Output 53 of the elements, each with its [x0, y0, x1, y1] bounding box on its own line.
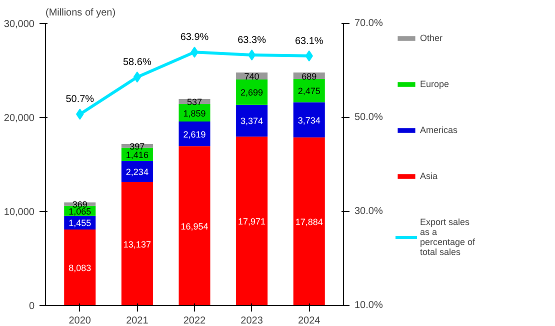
- data-label: 2,699: [240, 88, 264, 98]
- data-label: 2,475: [298, 86, 320, 96]
- legend-label: Americas: [420, 125, 458, 135]
- data-label: 58.6%: [123, 57, 152, 68]
- data-label: 63.9%: [180, 32, 209, 44]
- data-label: 1,416: [126, 150, 148, 160]
- data-label: 13,137: [123, 239, 151, 250]
- data-label: 50.7%: [66, 94, 94, 106]
- y-tick-label: 20,000: [4, 113, 35, 124]
- data-label: 63.3%: [238, 34, 266, 46]
- x-tick-label: 2023: [240, 316, 264, 326]
- x-tick-label: 2024: [298, 316, 321, 326]
- legend-label: Asia: [420, 171, 439, 181]
- bar: [236, 104, 268, 137]
- bar: [178, 146, 210, 306]
- y-axis-title: (Millions of yen): [46, 8, 116, 18]
- data-label: 2,234: [126, 167, 148, 178]
- y-tick-label: 30,000: [4, 19, 35, 30]
- data-label: 63.1%: [294, 36, 324, 47]
- y2-tick-label: 10.0%: [354, 300, 383, 311]
- data-label: 3,734: [298, 115, 320, 126]
- x-tick-label: 2022: [183, 316, 206, 326]
- y2-tick-label: 50.0%: [354, 112, 383, 123]
- bar: [293, 137, 325, 306]
- data-label: 689: [302, 71, 317, 82]
- y-tick-label: 10,000: [4, 207, 35, 218]
- bar: [293, 79, 325, 102]
- legend-label: Export sales as a percentage of total sales: [420, 217, 476, 257]
- data-label: 17,971: [238, 216, 266, 227]
- y2-tick-label: 30.0%: [354, 206, 383, 217]
- data-label: 740: [244, 72, 260, 82]
- x-tick-label: 2021: [126, 316, 149, 326]
- bar: [64, 230, 96, 306]
- bar: [121, 182, 153, 306]
- data-label: 2,619: [183, 129, 206, 140]
- bar: [178, 122, 210, 146]
- data-label: 8,083: [68, 263, 92, 274]
- y2-tick-label: 70.0%: [354, 18, 383, 29]
- point: [133, 72, 142, 83]
- data-label: 1,455: [68, 218, 92, 228]
- legend-label: Europe: [420, 79, 450, 89]
- bar: [293, 102, 325, 138]
- bar: [236, 136, 268, 306]
- data-label: 1,065: [68, 206, 92, 216]
- data-label: 3,374: [240, 116, 264, 126]
- data-label: 17,884: [295, 216, 323, 227]
- data-label: 1,859: [183, 108, 206, 118]
- point: [248, 49, 256, 60]
- data-label: 16,954: [180, 221, 208, 232]
- x-tick-label: 2020: [68, 316, 92, 326]
- y-tick-label: 0: [28, 301, 35, 312]
- legend-label: Other: [420, 33, 443, 43]
- bar: [236, 79, 268, 105]
